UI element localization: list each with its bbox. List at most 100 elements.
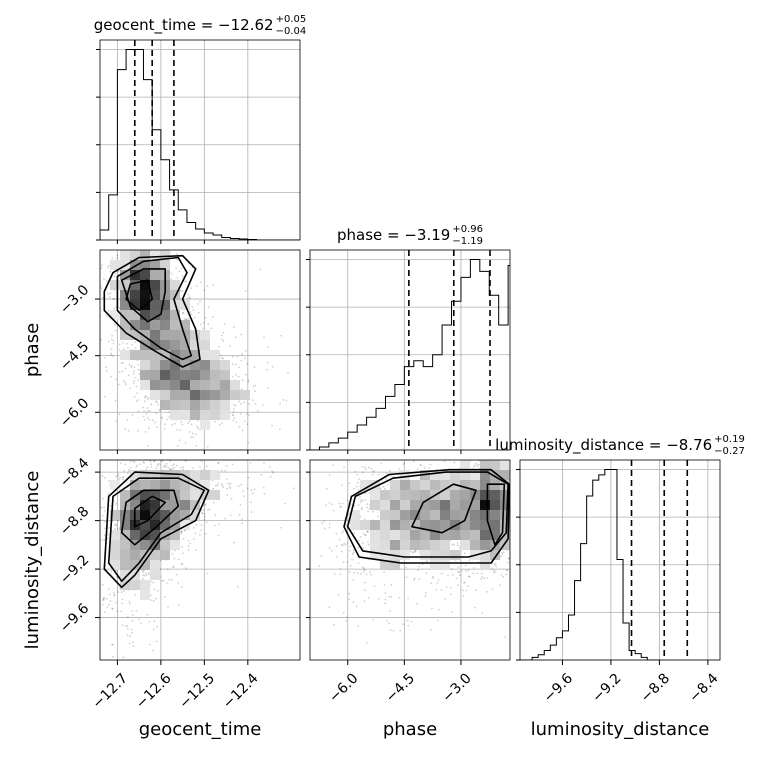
- density-cell: [410, 510, 420, 520]
- y-axis-label: luminosity_distance: [22, 471, 43, 650]
- scatter-point: [207, 440, 209, 442]
- scatter-point: [159, 409, 162, 412]
- scatter-point: [127, 374, 130, 377]
- scatter-point: [128, 246, 130, 248]
- scatter-point: [323, 520, 325, 523]
- density-cell: [390, 520, 400, 530]
- contour-line: [120, 489, 180, 546]
- scatter-point: [354, 470, 357, 473]
- scatter-point: [205, 532, 207, 535]
- scatter-point: [229, 345, 232, 347]
- density-cell: [420, 510, 430, 520]
- density-cell: [170, 370, 180, 380]
- scatter-point: [169, 455, 171, 457]
- density-cell: [470, 470, 480, 480]
- scatter-point: [363, 670, 365, 672]
- scatter-point: [490, 454, 492, 456]
- scatter-point: [507, 423, 509, 425]
- scatter-point: [239, 412, 242, 415]
- scatter-point: [411, 551, 414, 554]
- scatter-point: [463, 582, 465, 584]
- scatter-point: [223, 323, 226, 326]
- scatter-point: [328, 547, 331, 549]
- density-cell: [120, 310, 130, 320]
- scatter-point: [174, 422, 176, 425]
- scatter-point: [195, 285, 198, 287]
- scatter-point: [522, 524, 524, 526]
- scatter-point: [253, 366, 256, 368]
- scatter-point: [164, 464, 167, 467]
- y-tick-label: −4.5: [57, 339, 92, 374]
- scatter-point: [506, 569, 509, 572]
- scatter-point: [147, 417, 149, 419]
- scatter-point: [131, 631, 133, 634]
- density-cell: [140, 590, 150, 600]
- scatter-point: [103, 506, 105, 508]
- scatter-point: [259, 268, 262, 271]
- scatter-point: [112, 339, 115, 342]
- scatter-point: [340, 439, 342, 441]
- scatter-point: [112, 656, 114, 658]
- scatter-point: [193, 316, 196, 319]
- scatter-point: [293, 487, 295, 490]
- density-cell: [440, 510, 450, 520]
- scatter-point: [465, 569, 467, 572]
- scatter-point: [341, 484, 343, 487]
- contour-line: [120, 268, 166, 323]
- scatter-point: [201, 512, 204, 515]
- scatter-point: [132, 460, 135, 463]
- density-cell: [470, 520, 480, 530]
- density-cell: [480, 470, 490, 480]
- scatter-point: [189, 297, 191, 299]
- scatter-point: [244, 350, 247, 352]
- scatter-point: [181, 275, 184, 277]
- scatter-point: [345, 525, 347, 527]
- density-cell: [220, 360, 230, 370]
- scatter-point: [192, 538, 195, 541]
- scatter-point: [495, 565, 497, 568]
- density-cell: [210, 400, 220, 410]
- density-cell: [400, 550, 410, 560]
- scatter-point: [97, 278, 99, 280]
- density-cell: [130, 320, 140, 330]
- density-cell: [490, 520, 500, 530]
- scatter-point: [367, 530, 369, 533]
- density-cell: [220, 380, 230, 390]
- scatter-point: [468, 575, 471, 578]
- scatter-point: [362, 571, 365, 573]
- scatter-point: [233, 403, 235, 406]
- density-cell: [150, 330, 160, 340]
- scatter-point: [357, 546, 360, 549]
- scatter-point: [105, 366, 107, 368]
- scatter-point: [504, 636, 507, 638]
- density-cell: [120, 560, 130, 570]
- scatter-point: [373, 585, 376, 588]
- scatter-point: [217, 482, 220, 485]
- scatter-point: [344, 543, 347, 546]
- scatter-point: [107, 533, 110, 536]
- scatter-point: [243, 495, 245, 497]
- scatter-point: [515, 463, 517, 465]
- scatter-point: [113, 307, 115, 310]
- scatter-point: [117, 473, 120, 476]
- scatter-point: [175, 464, 178, 467]
- density-cell: [140, 290, 150, 300]
- scatter-point: [465, 589, 467, 592]
- title-sub: −0.27: [714, 446, 745, 457]
- scatter-point: [104, 611, 106, 613]
- density-cell: [170, 360, 180, 370]
- density-cell: [190, 400, 200, 410]
- scatter-point: [282, 398, 285, 401]
- scatter-point: [144, 243, 146, 245]
- scatter-point: [117, 519, 119, 522]
- scatter-point: [254, 384, 257, 387]
- scatter-point: [342, 530, 344, 533]
- scatter-point: [105, 369, 108, 372]
- scatter-point: [190, 313, 193, 316]
- scatter-point: [175, 573, 178, 576]
- scatter-point: [458, 442, 460, 444]
- scatter-point: [163, 465, 165, 468]
- scatter-point: [212, 501, 215, 504]
- scatter-point: [111, 607, 114, 610]
- density-cell: [390, 530, 400, 540]
